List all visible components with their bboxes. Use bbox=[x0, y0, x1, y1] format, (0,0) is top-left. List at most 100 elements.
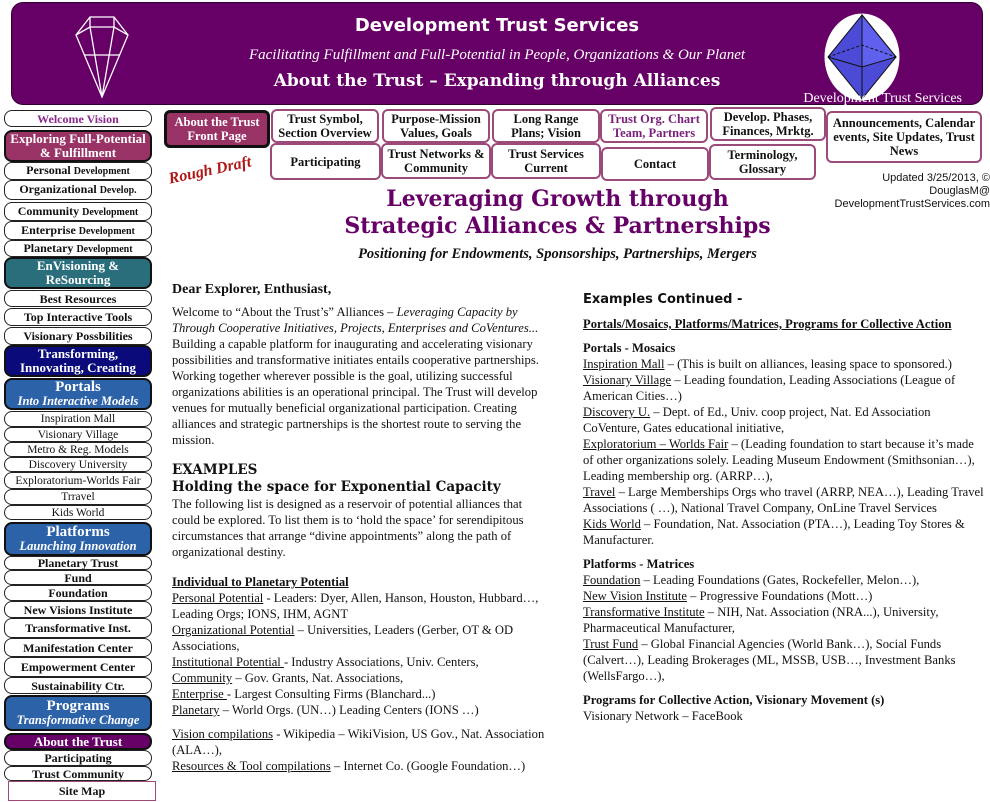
list-item: Travel – Large Memberships Orgs who trav… bbox=[583, 484, 987, 516]
item-link[interactable]: Vision compilations bbox=[172, 727, 274, 741]
brand-name: Development Trust Services bbox=[803, 91, 962, 106]
sidebar-item-new-visions-institute[interactable]: New Visions Institute bbox=[4, 601, 152, 618]
sidebar-item-label: Discovery University bbox=[28, 458, 128, 471]
item-link[interactable]: Exploratorium – Worlds Fair bbox=[583, 437, 729, 451]
sidebar-item-platforms[interactable]: Platforms Launching Innovation bbox=[4, 522, 152, 556]
sidebar-item-organizational[interactable]: Organizational Develop. bbox=[4, 180, 152, 200]
nav-participating[interactable]: Participating bbox=[270, 143, 381, 180]
sidebar-item-welcome-vision[interactable]: Welcome Vision bbox=[4, 110, 152, 127]
sidebar-item-label: Top Interactive Tools bbox=[23, 310, 133, 324]
sidebar-item-sustainability-ctr[interactable]: Sustainability Ctr. bbox=[4, 677, 152, 694]
sidebar-item-label: Visionary Village bbox=[37, 428, 119, 441]
sidebar-item-exploratorium-worlds-fair[interactable]: Exploratorium-Worlds Fair bbox=[4, 472, 152, 489]
nav-purpose-mission-values-goals[interactable]: Purpose-Mission Values, Goals bbox=[382, 109, 490, 143]
sidebar-item-portals[interactable]: Portals Into Interactive Models bbox=[4, 378, 152, 410]
sidebar-item-label: Welcome Vision bbox=[37, 111, 119, 126]
left-column: Dear Explorer, Enthusiast, Welcome to “A… bbox=[172, 282, 548, 774]
item-description: – (This is built on alliances, leasing s… bbox=[664, 357, 952, 371]
item-link[interactable]: Community bbox=[172, 671, 233, 685]
nav-trust-services-current[interactable]: Trust Services Current bbox=[491, 143, 601, 179]
greeting: Dear Explorer, Enthusiast, bbox=[172, 282, 332, 297]
sidebar-item-label: Exploring Full-Potential & Fulfillment bbox=[10, 131, 146, 160]
sidebar-item-transforming-innovating-creating[interactable]: Transforming, Innovating, Creating bbox=[4, 345, 152, 377]
sidebar-item-visionary-village[interactable]: Visionary Village bbox=[4, 427, 152, 442]
sidebar-item-personal[interactable]: Personal Development bbox=[4, 162, 152, 180]
item-link[interactable]: Travel bbox=[583, 485, 616, 499]
sidebar-item-label: Enterprise bbox=[21, 222, 76, 237]
nav-terminology-glossary[interactable]: Terminology, Glossary bbox=[709, 144, 816, 180]
nav-trust-symbol-section-overview[interactable]: Trust Symbol, Section Overview bbox=[271, 109, 379, 143]
right-column: Examples Continued - Portals/Mosaics, Pl… bbox=[583, 291, 987, 724]
sidebar-item-manifestation-center[interactable]: Manifestation Center bbox=[4, 638, 152, 657]
sidebar-item-discovery-university[interactable]: Discovery University bbox=[4, 457, 152, 472]
sidebar-item-fund[interactable]: Fund bbox=[4, 570, 152, 585]
sidebar-item-label: Participating bbox=[44, 751, 112, 765]
nav-long-range-plans-vision[interactable]: Long Range Plans; Vision bbox=[492, 109, 600, 143]
sidebar-item-foundation[interactable]: Foundation bbox=[4, 585, 152, 601]
item-link[interactable]: Foundation bbox=[583, 573, 641, 587]
item-link[interactable]: Trust Fund bbox=[583, 637, 639, 651]
item-description: – Large Memberships Orgs who travel (ARR… bbox=[583, 485, 984, 515]
item-link[interactable]: Transformative Institute bbox=[583, 605, 705, 619]
sidebar-item-label: Platforms bbox=[46, 524, 110, 540]
sidebar-item-community[interactable]: Community Development bbox=[4, 202, 152, 221]
sidebar-item-trravel[interactable]: Trravel bbox=[4, 489, 152, 505]
item-link[interactable]: New Vision Institute bbox=[583, 589, 687, 603]
item-description: – Gov. Grants, Nat. Associations, bbox=[232, 671, 404, 685]
sidebar-item-programs[interactable]: Programs Transformative Change bbox=[4, 695, 152, 731]
item-link[interactable]: Discovery U. bbox=[583, 405, 651, 419]
sidebar-item-label: Sustainability Ctr. bbox=[31, 678, 125, 693]
sidebar-item-metro-reg-models[interactable]: Metro & Reg. Models bbox=[4, 442, 152, 457]
intro-rest: Building a capable platform for inaugura… bbox=[172, 337, 539, 447]
sidebar-item-site-map[interactable]: Site Map bbox=[8, 781, 156, 801]
sidebar-item-inspiration-mall[interactable]: Inspiration Mall bbox=[4, 411, 152, 427]
sidebar-item-best-resources[interactable]: Best Resources bbox=[4, 290, 152, 307]
continued-heading: Examples Continued - bbox=[583, 292, 743, 307]
sidebar-item-visionary-possbilities[interactable]: Visionary Possbilities bbox=[4, 327, 152, 345]
sidebar-item-about-the-trust[interactable]: About the Trust bbox=[4, 733, 152, 750]
main-title-line1: Leveraging Growth through bbox=[386, 186, 729, 212]
list-item: Institutional Potential - Industry Assoc… bbox=[172, 654, 548, 670]
sidebar-item-label: Empowerment Center bbox=[20, 660, 136, 674]
sidebar-item-label: New Visions Institute bbox=[23, 602, 133, 617]
sidebar-item-planetary[interactable]: Planetary Development bbox=[4, 240, 152, 257]
item-description: – Global Financial Agencies (World Bank…… bbox=[583, 637, 956, 683]
nav-trust-org-chart-team-partners[interactable]: Trust Org. Chart Team, Partners bbox=[600, 109, 708, 143]
diamond-icon bbox=[75, 16, 129, 99]
item-link[interactable]: Visionary Village bbox=[583, 373, 672, 387]
sidebar-item-planetary-trust[interactable]: Planetary Trust bbox=[4, 556, 152, 570]
item-link[interactable]: Inspiration Mall bbox=[583, 357, 665, 371]
item-link[interactable]: Personal Potential bbox=[172, 591, 264, 605]
sidebar-item-subtitle: Transformative Change bbox=[16, 713, 140, 727]
sidebar-item-empowerment-center[interactable]: Empowerment Center bbox=[4, 657, 152, 677]
sidebar-item-kids-world[interactable]: Kids World bbox=[4, 505, 152, 520]
intro-paragraph: Welcome to “About the Trust’s” Alliances… bbox=[172, 304, 548, 448]
sidebar-item-enterprise[interactable]: Enterprise Development bbox=[4, 221, 152, 240]
rough-draft-label: Rough Draft bbox=[167, 153, 253, 188]
item-link[interactable]: Planetary bbox=[172, 703, 220, 717]
nav-develop-phases-finances-mrktg[interactable]: Develop. Phases, Finances, Mrktg. bbox=[710, 107, 826, 141]
item-link[interactable]: Kids World bbox=[583, 517, 641, 531]
main-title-line2: Strategic Alliances & Partnerships bbox=[344, 213, 771, 239]
sidebar-item-transformative-inst[interactable]: Transformative Inst. bbox=[4, 618, 152, 638]
list-item: Resources & Tool compilations – Internet… bbox=[172, 758, 548, 774]
sidebar-item-label: Programs bbox=[46, 698, 110, 714]
programs-heading: Programs for Collective Action, Visionar… bbox=[583, 693, 885, 707]
nav-contact[interactable]: Contact bbox=[601, 147, 709, 181]
main-subtitle: Positioning for Endowments, Sponsorships… bbox=[358, 246, 757, 262]
sidebar-item-participating[interactable]: Participating bbox=[4, 750, 152, 766]
sidebar-item-envisioning-resourcing[interactable]: EnVisioning & ReSourcing bbox=[4, 257, 152, 289]
sidebar-item-top-interactive-tools[interactable]: Top Interactive Tools bbox=[4, 308, 152, 326]
nav-about-the-trust-front-page[interactable]: About the Trust Front Page bbox=[164, 110, 270, 148]
site-tagline: Facilitating Fulfillment and Full-Potent… bbox=[248, 47, 746, 63]
item-link[interactable]: Enterprise bbox=[172, 687, 227, 701]
item-link[interactable]: Resources & Tool compilations bbox=[172, 759, 331, 773]
item-link[interactable]: Organizational Potential bbox=[172, 623, 295, 637]
page-heading: About the Trust – Expanding through Alli… bbox=[273, 71, 721, 91]
item-link[interactable]: Institutional Potential bbox=[172, 655, 284, 669]
list-item: Visionary Village – Leading foundation, … bbox=[583, 372, 987, 404]
nav-trust-networks-community[interactable]: Trust Networks & Community bbox=[381, 143, 491, 179]
sidebar-item-trust-community[interactable]: Trust Community bbox=[4, 766, 152, 781]
sidebar-item-exploring-full-potential-fulfillment[interactable]: Exploring Full-Potential & Fulfillment bbox=[4, 130, 152, 162]
nav-announcements-calendar-events-site-updates-trust-news[interactable]: Announcements, Calendar events, Site Upd… bbox=[826, 111, 982, 163]
